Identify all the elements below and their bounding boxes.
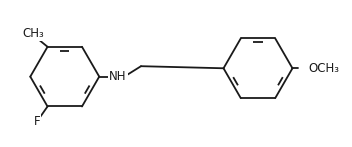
Text: OCH₃: OCH₃ — [308, 62, 339, 75]
Text: CH₃: CH₃ — [22, 27, 44, 40]
Text: NH: NH — [109, 70, 127, 83]
Text: F: F — [34, 115, 40, 128]
